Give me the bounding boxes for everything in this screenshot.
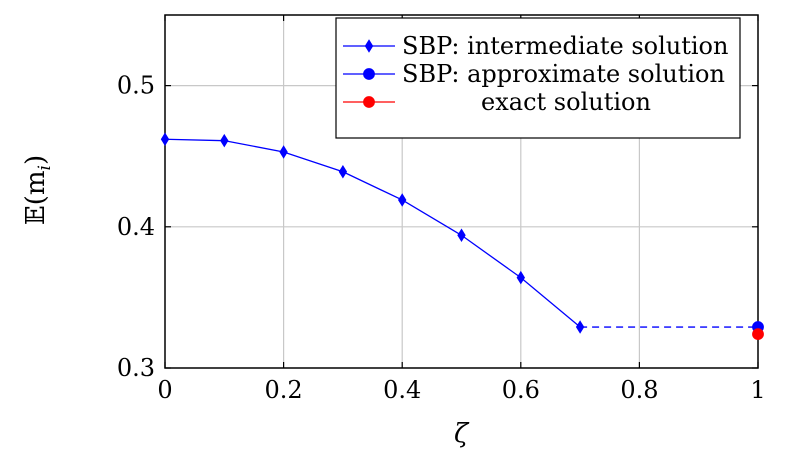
x-tick-label: 0.6 (502, 376, 540, 404)
axis-ticks: 0 0.2 0.4 0.6 0.8 1 0.3 0.4 0.5 (117, 15, 766, 404)
data-point-diamond (457, 228, 466, 243)
x-tick-label: 1 (750, 376, 765, 404)
x-tick-label: 0.2 (265, 376, 303, 404)
data-point-diamond (338, 164, 348, 179)
plot-frame (164, 14, 759, 369)
y-axis-label-main: 𝔼(m (21, 170, 51, 225)
data-point-circle (752, 328, 764, 341)
y-tick-label: 0.3 (117, 354, 155, 382)
y-tick-label: 0.4 (117, 213, 155, 241)
data-point-diamond (160, 132, 170, 147)
data-point-diamond (279, 145, 288, 159)
legend-marker-circle (363, 68, 375, 80)
data-point-diamond (575, 320, 585, 334)
y-axis-label-subscript: i (35, 165, 55, 170)
y-axis-label-close: ) (21, 155, 51, 165)
data-point-diamond (398, 193, 407, 207)
series-layer (160, 132, 764, 341)
legend-box (335, 17, 741, 139)
legend-label: SBP: intermediate solution (402, 32, 728, 60)
legend-label: exact solution (481, 88, 651, 116)
data-point-diamond (220, 133, 229, 148)
legend-marker-circle (363, 96, 375, 108)
x-tick-label: 0.8 (620, 376, 658, 404)
x-tick-label: 0.4 (383, 376, 421, 404)
y-axis-label: 𝔼(mi) (21, 155, 55, 225)
legend-label: SBP: approximate solution (402, 60, 725, 88)
x-axis-label: ζ (454, 419, 470, 449)
data-point-diamond (516, 270, 525, 285)
y-tick-label: 0.5 (117, 72, 155, 100)
x-tick-label: 0 (157, 376, 172, 404)
series-line (164, 138, 581, 328)
legend-marker-diamond (364, 39, 374, 53)
